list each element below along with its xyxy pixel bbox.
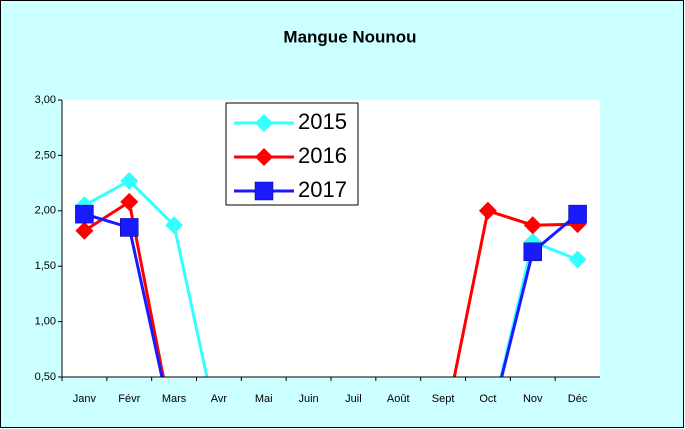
x-tick-label: Août: [387, 393, 410, 405]
marker: [568, 250, 587, 269]
line: [83, 179, 579, 377]
y-tick-label: 0,50: [35, 371, 56, 383]
y-tick-label: 1,00: [35, 316, 56, 328]
legend-marker: [255, 114, 273, 132]
marker: [75, 221, 94, 240]
x-tick-label: Nov: [523, 393, 543, 405]
x-tick-label: Mai: [255, 393, 273, 405]
x-tick-label: Mars: [162, 393, 187, 405]
y-tick-label: 1,50: [35, 260, 56, 272]
legend-box: [225, 102, 359, 206]
x-tick-label: Oct: [479, 393, 496, 405]
marker: [75, 204, 94, 224]
legend-marker: [254, 181, 274, 201]
legend-label: 2015: [298, 109, 347, 134]
y-tick-label: 3,00: [35, 94, 56, 106]
x-tick-label: Avr: [211, 393, 228, 405]
marker: [165, 216, 184, 235]
x-tick-label: Févr: [118, 393, 140, 405]
marker: [120, 218, 139, 237]
x-tick-label: Juin: [298, 393, 318, 405]
chart-title: Mangue Nounou: [283, 27, 416, 46]
legend-label: 2017: [298, 177, 347, 202]
marker: [120, 171, 139, 190]
x-tick-label: Sept: [432, 393, 455, 405]
marker: [120, 192, 139, 211]
marker: [478, 201, 497, 220]
marker: [523, 216, 542, 235]
plot: [75, 171, 587, 377]
x-tick-label: Juil: [345, 393, 362, 405]
line: [83, 199, 578, 377]
y-tick-label: 2,50: [35, 149, 56, 161]
x-tick-label: Janv: [73, 393, 97, 405]
legend-label: 2016: [298, 143, 347, 168]
x-tick-label: Déc: [568, 393, 588, 405]
marker: [523, 242, 542, 262]
marker: [568, 204, 587, 224]
legend-marker: [255, 148, 273, 166]
y-tick-label: 2,00: [35, 205, 56, 217]
